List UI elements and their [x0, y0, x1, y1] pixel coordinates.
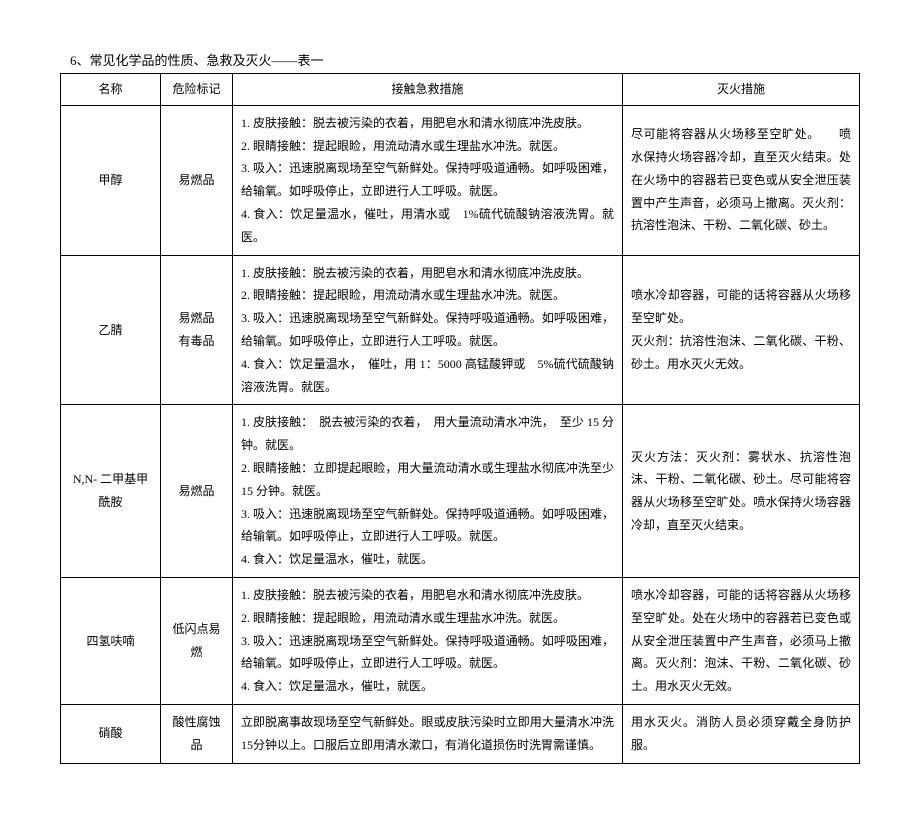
cell-fire: 喷水冷却容器，可能的话将容器从火场移至空旷处。处在火场中的容器若已变色或从安全泄…: [623, 577, 860, 704]
header-name: 名称: [61, 74, 161, 106]
chemical-table: 名称 危险标记 接触急救措施 灭火措施 甲醇易燃品1. 皮肤接触：脱去被污染的衣…: [60, 73, 860, 764]
cell-aid: 立即脱离事故现场至空气新鲜处。眼或皮肤污染时立即用大量清水冲洗 15分钟以上。口…: [233, 704, 623, 763]
cell-aid: 1. 皮肤接触：脱去被污染的衣着，用肥皂水和清水彻底冲洗皮肤。2. 眼睛接触：提…: [233, 255, 623, 405]
table-row: 四氢呋喃低闪点易燃1. 皮肤接触：脱去被污染的衣着，用肥皂水和清水彻底冲洗皮肤。…: [61, 577, 860, 704]
table-row: N,N- 二甲基甲酰胺易燃品1. 皮肤接触： 脱去被污染的衣着， 用大量流动清水…: [61, 405, 860, 578]
cell-aid: 1. 皮肤接触：脱去被污染的衣着，用肥皂水和清水彻底冲洗皮肤。2. 眼睛接触：提…: [233, 577, 623, 704]
header-fire: 灭火措施: [623, 74, 860, 106]
cell-name: 四氢呋喃: [61, 577, 161, 704]
cell-aid: 1. 皮肤接触：脱去被污染的衣着，用肥皂水和清水彻底冲洗皮肤。2. 眼睛接触：提…: [233, 105, 623, 255]
cell-hazard: 酸性腐蚀品: [161, 704, 233, 763]
document-title: 6、常见化学品的性质、急救及灭火——表一: [70, 50, 860, 69]
cell-aid: 1. 皮肤接触： 脱去被污染的衣着， 用大量流动清水冲洗， 至少 15 分钟。就…: [233, 405, 623, 578]
cell-hazard: 易燃品: [161, 105, 233, 255]
table-header-row: 名称 危险标记 接触急救措施 灭火措施: [61, 74, 860, 106]
cell-fire: 灭火方法：灭火剂：雾状水、抗溶性泡沫、干粉、二氧化碳、砂土。尽可能将容器从火场移…: [623, 405, 860, 578]
cell-name: 乙腈: [61, 255, 161, 405]
header-aid: 接触急救措施: [233, 74, 623, 106]
cell-fire: 用水灭火。消防人员必须穿戴全身防护服。: [623, 704, 860, 763]
table-row: 甲醇易燃品1. 皮肤接触：脱去被污染的衣着，用肥皂水和清水彻底冲洗皮肤。2. 眼…: [61, 105, 860, 255]
cell-hazard: 低闪点易燃: [161, 577, 233, 704]
table-row: 硝酸酸性腐蚀品立即脱离事故现场至空气新鲜处。眼或皮肤污染时立即用大量清水冲洗 1…: [61, 704, 860, 763]
table-row: 乙腈易燃品有毒品1. 皮肤接触：脱去被污染的衣着，用肥皂水和清水彻底冲洗皮肤。2…: [61, 255, 860, 405]
cell-name: 硝酸: [61, 704, 161, 763]
cell-hazard: 易燃品有毒品: [161, 255, 233, 405]
cell-name: N,N- 二甲基甲酰胺: [61, 405, 161, 578]
header-hazard: 危险标记: [161, 74, 233, 106]
cell-fire: 喷水冷却容器，可能的话将容器从火场移至空旷处。灭火剂：抗溶性泡沫、二氧化碳、干粉…: [623, 255, 860, 405]
cell-hazard: 易燃品: [161, 405, 233, 578]
cell-name: 甲醇: [61, 105, 161, 255]
cell-fire: 尽可能将容器从火场移至空旷处。 喷水保持火场容器冷却，直至灭火结束。处在火场中的…: [623, 105, 860, 255]
